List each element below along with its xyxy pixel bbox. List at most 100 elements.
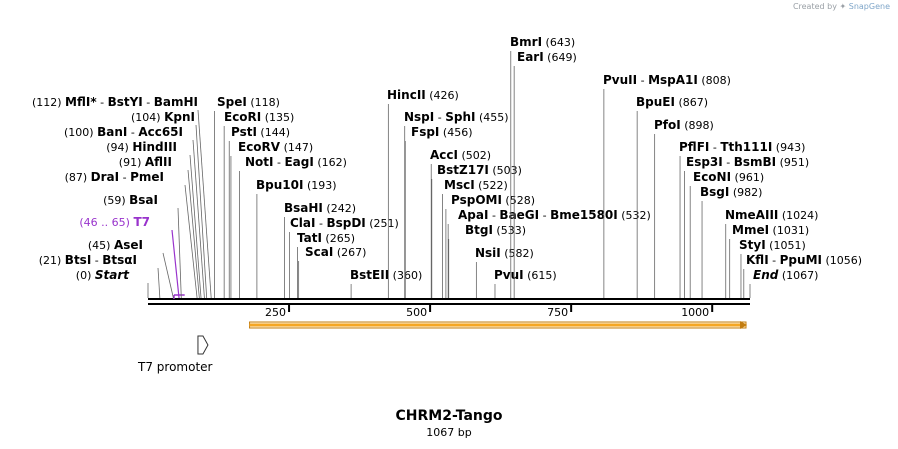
site-position: (162) xyxy=(314,156,347,169)
site-name: MscI xyxy=(444,178,475,192)
site-position: (21) xyxy=(39,254,65,267)
left-site-label: (100) BanI - Acc65I xyxy=(64,125,183,139)
right-site-label: MmeI (1031) xyxy=(732,223,809,237)
right-site-label: StyI (1051) xyxy=(739,238,806,252)
site-name: NotI xyxy=(245,155,274,169)
site-position: (649) xyxy=(544,51,577,64)
right-site-label: HincII (426) xyxy=(387,88,459,102)
site-name: BanI xyxy=(97,125,127,139)
site-name: BaeGI xyxy=(499,208,539,222)
right-site-label: BstZ17I (503) xyxy=(437,163,522,177)
right-site-label: PstI (144) xyxy=(231,125,290,139)
site-position: (360) xyxy=(389,269,422,282)
site-name: PvuI xyxy=(494,268,524,282)
site-position: (100) xyxy=(64,126,97,139)
site-name: NspI xyxy=(404,110,434,124)
site-position: (1056) xyxy=(822,254,862,267)
site-name: EagI xyxy=(284,155,313,169)
site-name: BtsI xyxy=(65,253,92,267)
site-position: (426) xyxy=(426,89,459,102)
left-site-label: (0) Start xyxy=(76,268,130,282)
site-position: (582) xyxy=(501,247,534,260)
site-name: PflFI xyxy=(679,140,709,154)
right-site-label: PvuI (615) xyxy=(494,268,557,282)
right-site-label: AccI (502) xyxy=(430,148,491,162)
site-name: KpnI xyxy=(164,110,195,124)
site-position: (118) xyxy=(247,96,280,109)
site-name: PspOMI xyxy=(451,193,502,207)
site-position: (808) xyxy=(698,74,731,87)
left-site-leader xyxy=(157,267,161,299)
right-site-label: PspOMI (528) xyxy=(451,193,535,207)
site-separator: - xyxy=(127,126,138,139)
right-site-label: PflFI - Tth111I (943) xyxy=(679,140,805,154)
right-site-label: TatI (265) xyxy=(297,231,355,245)
left-site-leader xyxy=(162,252,174,299)
left-site-label: (21) BtsI - BtsαI xyxy=(39,253,137,267)
left-site-label: (46 .. 65) T7 xyxy=(79,215,150,229)
right-site-label: ApaI - BaeGI - Bme1580I (532) xyxy=(458,208,651,222)
site-position: (144) xyxy=(257,126,290,139)
site-name: PfoI xyxy=(654,118,681,132)
snapgene-logo-icon: ✦ xyxy=(839,2,847,11)
site-name: NsiI xyxy=(475,246,501,260)
site-separator: - xyxy=(709,141,720,154)
right-site-label: BmrI (643) xyxy=(510,35,575,49)
plasmid-title: CHRM2-Tango xyxy=(395,408,503,424)
left-site-leader xyxy=(192,139,205,299)
right-site-label: BpuEI (867) xyxy=(636,95,708,109)
site-position: (135) xyxy=(261,111,294,124)
site-position: (45) xyxy=(88,239,114,252)
site-position: (265) xyxy=(322,232,355,245)
site-position: (961) xyxy=(731,171,764,184)
site-name: AccI xyxy=(430,148,458,162)
right-site-label: BstEII (360) xyxy=(350,268,422,282)
site-separator: - xyxy=(769,254,780,267)
site-position: (104) xyxy=(131,111,164,124)
site-name: SphI xyxy=(445,110,475,124)
right-site-label: BtgI (533) xyxy=(465,223,526,237)
site-name: BpuEI xyxy=(636,95,675,109)
site-separator: - xyxy=(97,96,108,109)
site-separator: - xyxy=(637,74,648,87)
right-site-label: EcoRV (147) xyxy=(238,140,313,154)
site-name: BsaHI xyxy=(284,201,323,215)
right-site-label: MscI (522) xyxy=(444,178,508,192)
site-name: End xyxy=(753,268,779,282)
site-name: StyI xyxy=(739,238,766,252)
left-site-label: (87) DraI - PmeI xyxy=(65,170,164,184)
site-name: T7 xyxy=(133,215,150,229)
site-position: (982) xyxy=(729,186,762,199)
right-site-label: EcoRI (135) xyxy=(224,110,294,124)
right-site-label: ScaI (267) xyxy=(305,245,366,259)
site-position: (456) xyxy=(439,126,472,139)
site-position: (0) xyxy=(76,269,95,282)
site-name: AflII xyxy=(145,155,172,169)
site-name: BspDI xyxy=(326,216,365,230)
site-position: (898) xyxy=(681,119,714,132)
site-name: BsaI xyxy=(129,193,158,207)
t7-promoter-arrow xyxy=(197,335,209,355)
site-name: SpeI xyxy=(217,95,247,109)
right-site-label: BsaHI (242) xyxy=(284,201,356,215)
site-name: PstI xyxy=(231,125,257,139)
site-position: (643) xyxy=(542,36,575,49)
site-name: BstEII xyxy=(350,268,389,282)
site-name: BmrI xyxy=(510,35,542,49)
right-site-label: End (1067) xyxy=(753,268,818,282)
plasmid-length: 1067 bp xyxy=(426,426,472,439)
site-name: MflI xyxy=(65,95,90,109)
left-site-label: (94) HindIII xyxy=(106,140,177,154)
left-site-leader xyxy=(184,184,198,299)
right-site-label: Bpu10I (193) xyxy=(256,178,337,192)
right-site-label: NspI - SphI (455) xyxy=(404,110,509,124)
site-name: HincII xyxy=(387,88,426,102)
right-site-label: EarI (649) xyxy=(517,50,577,64)
site-position: (46 .. 65) xyxy=(79,216,133,229)
left-site-label: (104) KpnI xyxy=(131,110,195,124)
site-position: (867) xyxy=(675,96,708,109)
site-name: PvuII xyxy=(603,73,637,87)
right-site-label: PfoI (898) xyxy=(654,118,714,132)
site-position: (1031) xyxy=(769,224,809,237)
site-position: (943) xyxy=(772,141,805,154)
